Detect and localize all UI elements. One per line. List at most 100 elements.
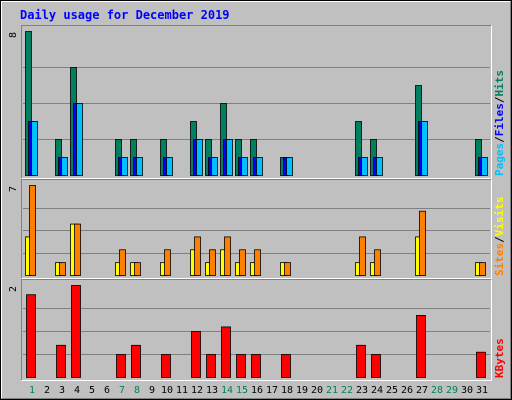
bar-sites-day-31 [479,262,486,276]
x-tick-label-day-31: 31 [476,385,488,396]
bar-sites-day-24 [374,249,381,276]
bar-kbytes-day-13 [206,354,216,378]
x-tick-label-day-14: 14 [221,385,233,396]
legend-separator: / [493,136,506,143]
x-tick-label-day-29: 29 [446,385,458,396]
bar-kbytes-day-7 [116,354,126,378]
x-axis: 1 2 3 4 5 6 7 8 9 10 11 12 13 14 15 16 17 18 19 20 21 22 23 24 2… [29,385,488,396]
bar-sites-day-1 [29,185,36,276]
x-tick-label-day-8: 8 [134,385,140,396]
bar-pages-day-31 [481,157,488,176]
panel-frame-dark [21,25,492,179]
bar-kbytes-day-1 [26,294,36,378]
x-tick-label-day-22: 22 [341,385,353,396]
bar-pages-day-8 [136,157,143,176]
x-tick-label-day-27: 27 [416,385,428,396]
x-tick-label-day-25: 25 [386,385,398,396]
bar-sites-day-14 [224,236,231,276]
bar-pages-day-23 [361,157,368,176]
x-tick-label-day-13: 13 [206,385,218,396]
legend-separator: / [493,96,506,103]
bar-kbytes-day-14 [221,326,231,378]
legend-entry-pages: Pages [493,143,506,176]
bar-pages-day-16 [256,157,263,176]
legend-visits-sites: Sites/Visits [493,197,506,277]
x-tick-label-day-3: 3 [59,385,65,396]
bar-pages-day-27 [421,121,428,176]
bar-kbytes-day-18 [281,354,291,378]
bar-sites-day-4 [74,223,81,276]
bar-kbytes-day-4 [71,285,81,378]
bar-sites-day-13 [209,249,216,276]
x-tick-label-day-24: 24 [371,385,383,396]
legend-kbytes: KBytes [493,338,506,378]
x-tick-label-day-7: 7 [119,385,125,396]
bar-pages-day-4 [76,103,83,176]
panel-frame-dark [21,179,492,279]
y-tick-label: 8 [8,32,19,38]
bar-sites-day-18 [284,262,291,276]
x-tick-label-day-16: 16 [251,385,263,396]
bar-kbytes-day-31 [476,351,486,378]
bar-pages-day-7 [121,157,128,176]
legend-entry-hits: Hits [493,70,506,97]
bar-sites-day-10 [164,249,171,276]
x-tick-label-day-26: 26 [401,385,413,396]
legend-entry-visits: Visits [493,197,506,237]
bar-pages-day-24 [376,157,383,176]
bar-sites-day-3 [59,262,66,276]
bar-kbytes-day-8 [131,344,141,378]
bar-pages-day-3 [61,157,68,176]
bar-sites-day-8 [134,262,141,276]
bar-sites-day-27 [419,210,426,276]
bar-kbytes-day-23 [356,344,366,378]
x-tick-label-day-2: 2 [44,385,50,396]
legend-entry-kbytes: KBytes [493,338,506,378]
panel-frame-light [21,279,492,381]
bar-sites-day-23 [359,236,366,276]
y-tick-label: 2 [8,286,19,292]
x-tick-label-day-21: 21 [326,385,338,396]
bar-kbytes-day-16 [251,354,261,378]
panel-kbytes: 2 KBytes [8,279,506,381]
bar-pages-day-14 [226,139,233,176]
panel-visits-sites: 7 Sites/Visits [8,179,506,279]
legend-entry-files: Files [493,103,506,136]
x-tick-label-day-5: 5 [89,385,95,396]
y-tick-label: 7 [8,186,19,192]
x-tick-label-day-15: 15 [236,385,248,396]
bar-pages-day-1 [31,121,38,176]
bar-pages-day-12 [196,139,203,176]
panel-frame-light [21,25,492,179]
x-tick-label-day-6: 6 [104,385,110,396]
bar-pages-day-18 [286,157,293,176]
bar-kbytes-day-27 [416,314,426,378]
bar-kbytes-day-15 [236,354,246,378]
x-tick-label-day-30: 30 [461,385,473,396]
x-tick-label-day-4: 4 [74,385,80,396]
bar-pages-day-15 [241,157,248,176]
bar-sites-day-15 [239,249,246,276]
x-tick-label-day-23: 23 [356,385,368,396]
x-tick-label-day-12: 12 [191,385,203,396]
bar-kbytes-day-3 [56,344,66,378]
bar-pages-day-10 [166,157,173,176]
bar-kbytes-day-24 [371,354,381,378]
panel-frame-dark [21,279,492,381]
x-tick-label-day-17: 17 [266,385,278,396]
x-tick-label-day-28: 28 [431,385,443,396]
x-tick-label-day-9: 9 [149,385,155,396]
chart-title: Daily usage for December 2019 [20,8,230,22]
bar-sites-day-12 [194,236,201,276]
legend-entry-sites: Sites [493,243,506,276]
x-tick-label-day-1: 1 [29,385,35,396]
bar-kbytes-day-12 [191,331,201,378]
bar-kbytes-day-10 [161,354,171,378]
panel-frame-light [21,179,492,279]
